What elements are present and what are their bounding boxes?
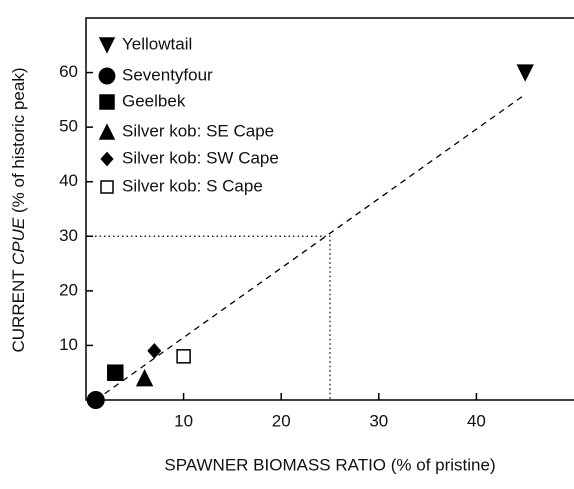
marker xyxy=(176,349,191,364)
y-tick-label: 30 xyxy=(59,226,78,245)
x-tick-label: 20 xyxy=(272,411,291,430)
legend-label: Silver kob: SW Cape xyxy=(122,148,279,167)
marker xyxy=(147,343,162,359)
x-axis-label: SPAWNER BIOMASS RATIO (% of pristine) xyxy=(164,455,495,474)
y-tick-label: 20 xyxy=(59,280,78,299)
legend-label: Silver kob: S Cape xyxy=(122,176,263,195)
y-axis-label: CURRENT CPUE (% of historic peak) xyxy=(9,68,28,353)
y-label-part: (% of historic peak) xyxy=(9,68,28,218)
legend-label: Seventyfour xyxy=(122,65,213,84)
x-tick-label: 40 xyxy=(467,411,486,430)
y-tick-label: 50 xyxy=(59,117,78,136)
marker xyxy=(516,64,534,82)
axes-frame xyxy=(85,17,574,401)
marker xyxy=(135,368,154,387)
legend-marker xyxy=(98,37,116,54)
y-tick-label: 60 xyxy=(59,62,78,81)
reference-line xyxy=(86,235,331,400)
x-tick-label: 30 xyxy=(369,411,388,430)
marker xyxy=(107,364,124,381)
y-label-part: CURRENT xyxy=(9,265,28,353)
legend-label: Silver kob: SE Cape xyxy=(122,121,274,140)
legend-marker xyxy=(100,151,114,167)
legend-marker xyxy=(100,180,114,194)
y-label-part: CPUE xyxy=(9,217,28,265)
marker xyxy=(86,391,105,409)
legend-label: Geelbek xyxy=(122,91,186,110)
y-tick-label: 40 xyxy=(59,171,78,190)
legend-label: Yellowtail xyxy=(122,34,192,53)
legend-marker xyxy=(98,123,116,140)
legend-marker xyxy=(99,94,115,110)
x-tick-label: 10 xyxy=(174,411,193,430)
legend-marker xyxy=(98,67,116,85)
y-tick-label: 10 xyxy=(59,335,78,354)
